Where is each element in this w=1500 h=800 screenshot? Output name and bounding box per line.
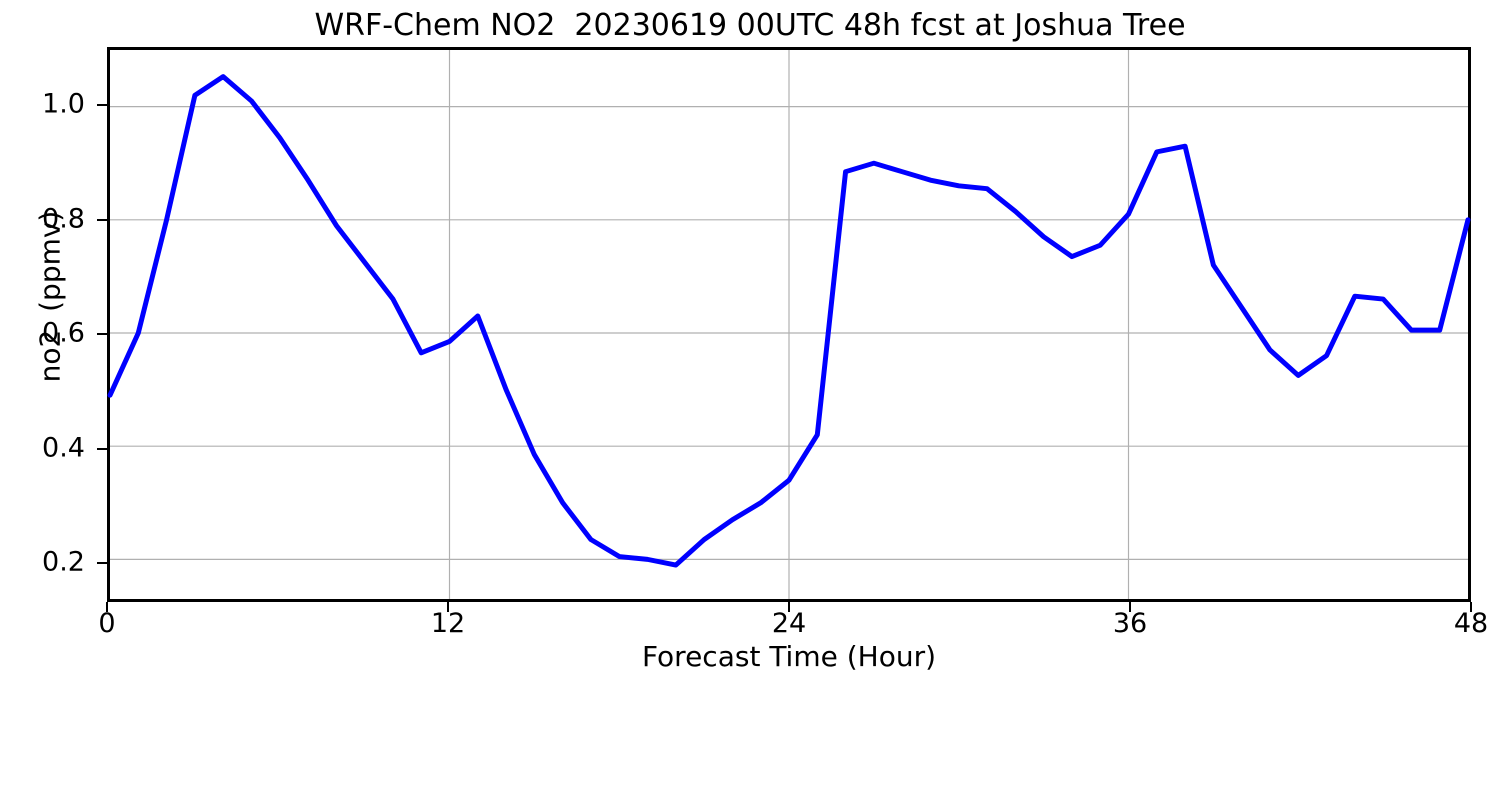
y-tick-label: 0.8 xyxy=(42,203,85,235)
x-tick-label: 48 xyxy=(1453,608,1489,639)
y-tick-label: 0.6 xyxy=(42,317,85,349)
data-line-no2 xyxy=(107,74,1471,568)
chart-title: WRF-Chem NO2 20230619 00UTC 48h fcst at … xyxy=(314,8,1186,43)
x-tick-mark xyxy=(788,602,790,612)
x-tick-mark xyxy=(106,602,108,612)
y-tick-mark xyxy=(97,104,107,107)
x-tick-mark xyxy=(1470,602,1472,612)
y-axis-label: no2 (ppmv) xyxy=(33,210,67,383)
x-tick-label: 24 xyxy=(771,608,807,639)
y-tick-label: 1.0 xyxy=(42,88,85,120)
y-tick-mark xyxy=(97,561,107,564)
y-tick-label: 0.4 xyxy=(42,432,85,463)
x-tick-label: 12 xyxy=(430,608,466,639)
series-line-no2 xyxy=(107,74,1471,568)
y-tick-label: 0.2 xyxy=(42,546,85,578)
plot-area xyxy=(107,47,1471,602)
y-tick-mark xyxy=(97,447,107,450)
x-tick-label: 0 xyxy=(98,608,116,639)
x-tick-mark xyxy=(1129,602,1131,612)
gridlines xyxy=(110,50,1468,599)
y-tick-mark xyxy=(97,333,107,336)
x-tick-label: 36 xyxy=(1112,608,1148,639)
y-tick-mark xyxy=(97,218,107,221)
x-axis-label: Forecast Time (Hour) xyxy=(641,640,937,673)
x-tick-mark xyxy=(447,602,449,612)
